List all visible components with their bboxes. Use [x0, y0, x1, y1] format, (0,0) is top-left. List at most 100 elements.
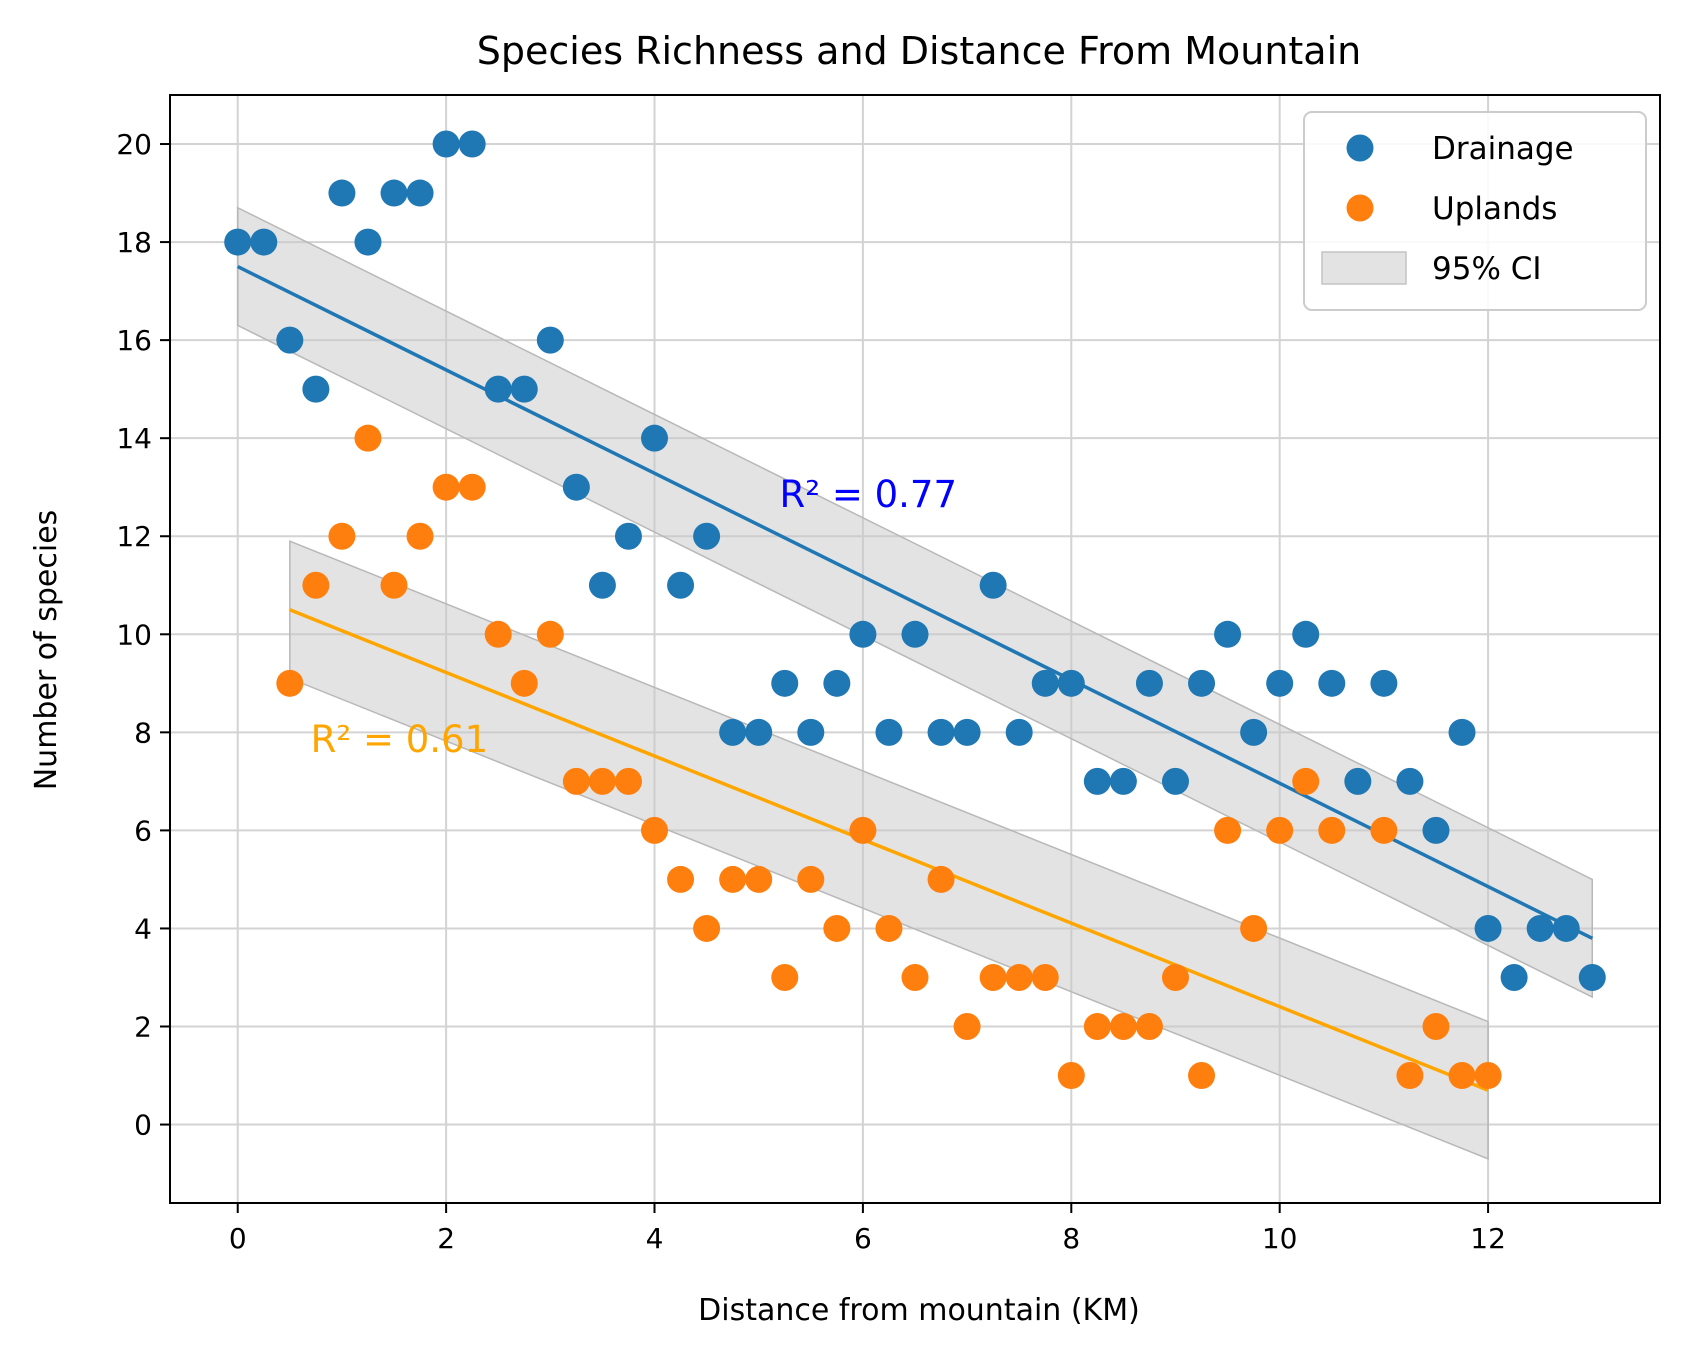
point-drainage — [745, 718, 773, 746]
axes-frame — [169, 94, 1661, 1204]
legend-marker-drainage — [1346, 134, 1374, 162]
y-tick-label: 20 — [116, 128, 152, 161]
point-uplands — [1292, 767, 1320, 795]
point-drainage — [1292, 620, 1320, 648]
point-uplands — [1109, 1013, 1137, 1041]
point-drainage — [510, 375, 538, 403]
point-uplands — [588, 767, 616, 795]
point-drainage — [1005, 718, 1033, 746]
r2-annotation-uplands: R² = 0.61 — [311, 718, 488, 761]
point-drainage — [1057, 669, 1085, 697]
point-uplands — [1370, 816, 1398, 844]
y-tick-label: 12 — [116, 520, 152, 553]
point-uplands — [302, 571, 330, 599]
point-drainage — [406, 179, 434, 207]
point-drainage — [797, 718, 825, 746]
point-drainage — [1578, 963, 1606, 991]
point-uplands — [458, 473, 486, 501]
y-tick-label: 14 — [116, 422, 152, 455]
point-uplands — [1396, 1062, 1424, 1090]
point-uplands — [328, 522, 356, 550]
point-drainage — [250, 228, 278, 256]
point-drainage — [1370, 669, 1398, 697]
point-drainage — [1135, 669, 1163, 697]
point-drainage — [1500, 963, 1528, 991]
point-uplands — [1448, 1062, 1476, 1090]
point-uplands — [823, 914, 851, 942]
data-points — [224, 130, 1606, 1090]
point-drainage — [224, 228, 252, 256]
point-drainage — [328, 179, 356, 207]
y-tick-label: 4 — [134, 912, 152, 945]
point-uplands — [1083, 1013, 1111, 1041]
point-drainage — [1396, 767, 1424, 795]
point-uplands — [484, 620, 512, 648]
point-drainage — [562, 473, 590, 501]
chart-title: Species Richness and Distance From Mount… — [477, 29, 1361, 73]
point-drainage — [1526, 914, 1554, 942]
point-drainage — [614, 522, 642, 550]
point-uplands — [719, 865, 747, 893]
point-uplands — [901, 963, 929, 991]
point-uplands — [745, 865, 773, 893]
x-tick-label: 4 — [646, 1222, 664, 1255]
point-drainage — [823, 669, 851, 697]
ticks: 0 2 4 6 8 10 12 0 2 4 6 8 10 12 14 16 18 20 — [116, 128, 1506, 1255]
point-drainage — [1318, 669, 1346, 697]
y-tick-label: 16 — [116, 324, 152, 357]
point-drainage — [667, 571, 695, 599]
fit-lines — [236, 265, 1594, 1092]
y-tick-label: 2 — [134, 1011, 152, 1044]
y-tick-label: 8 — [134, 716, 152, 749]
x-tick-label: 6 — [854, 1222, 872, 1255]
point-drainage — [1448, 718, 1476, 746]
point-drainage — [641, 424, 669, 452]
point-drainage — [927, 718, 955, 746]
point-uplands — [953, 1013, 981, 1041]
point-drainage — [1188, 669, 1216, 697]
point-drainage — [536, 326, 564, 354]
point-drainage — [1214, 620, 1242, 648]
point-drainage — [849, 620, 877, 648]
y-tick-label: 6 — [134, 814, 152, 847]
point-drainage — [276, 326, 304, 354]
point-drainage — [380, 179, 408, 207]
point-uplands — [510, 669, 538, 697]
point-drainage — [1083, 767, 1111, 795]
point-uplands — [1240, 914, 1268, 942]
point-uplands — [1266, 816, 1294, 844]
x-axis-title: Distance from mountain (KM) — [698, 1293, 1140, 1328]
r2-annotation-drainage: R² = 0.77 — [780, 473, 957, 516]
fit-line-uplands — [289, 608, 1489, 1092]
point-drainage — [1344, 767, 1372, 795]
point-uplands — [797, 865, 825, 893]
legend-label: Uplands — [1432, 191, 1557, 227]
point-uplands — [1422, 1013, 1450, 1041]
point-drainage — [1552, 914, 1580, 942]
point-drainage — [953, 718, 981, 746]
x-tick-label: 10 — [1262, 1222, 1298, 1255]
point-uplands — [276, 669, 304, 697]
point-uplands — [562, 767, 590, 795]
point-uplands — [1318, 816, 1346, 844]
point-uplands — [380, 571, 408, 599]
point-drainage — [875, 718, 903, 746]
point-drainage — [302, 375, 330, 403]
point-drainage — [484, 375, 512, 403]
point-drainage — [1422, 816, 1450, 844]
point-uplands — [875, 914, 903, 942]
x-tick-label: 2 — [437, 1222, 455, 1255]
fit-line-drainage — [236, 265, 1594, 940]
y-tick-label: 18 — [116, 226, 152, 259]
legend: Drainage Uplands 95% CI — [1303, 111, 1647, 311]
point-drainage — [1161, 767, 1189, 795]
point-uplands — [536, 620, 564, 648]
point-drainage — [458, 130, 486, 158]
point-uplands — [1188, 1062, 1216, 1090]
point-uplands — [1057, 1062, 1085, 1090]
legend-label: Drainage — [1432, 131, 1574, 167]
point-drainage — [1031, 669, 1059, 697]
point-uplands — [849, 816, 877, 844]
x-tick-label: 8 — [1062, 1222, 1080, 1255]
